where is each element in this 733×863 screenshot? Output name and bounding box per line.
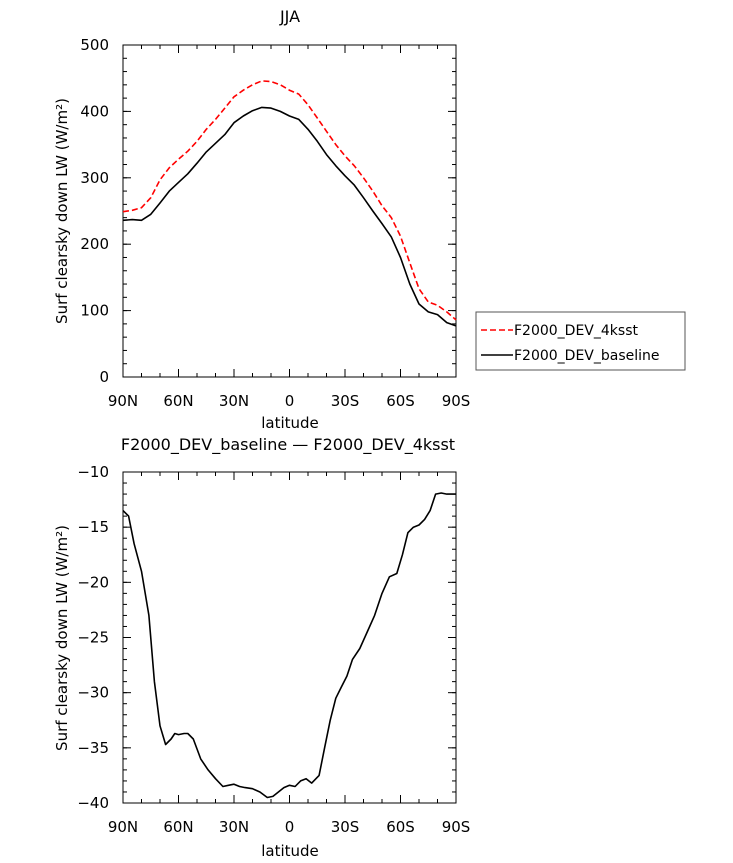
legend-label-4ksst: F2000_DEV_4ksst	[514, 323, 638, 339]
legend: F2000_DEV_4ksst F2000_DEV_baseline	[475, 311, 686, 371]
top-chart-title: JJA	[279, 7, 300, 26]
legend-label-baseline: F2000_DEV_baseline	[514, 348, 660, 364]
top-xtick-label: 60N	[163, 392, 193, 410]
top-ytick-label: 400	[80, 102, 109, 120]
bottom-ytick-label: −30	[77, 684, 109, 702]
bottom-ytick-label: −25	[77, 629, 109, 647]
top-chart-ylabel: Surf clearsky down LW (W/m²)	[53, 98, 71, 324]
top-chart-xlabel: latitude	[261, 414, 319, 432]
top-series-line-1	[122, 106, 457, 327]
bottom-chart-xlabel: latitude	[261, 842, 319, 860]
bottom-ytick-label: −20	[77, 573, 109, 591]
legend-box	[475, 311, 686, 371]
top-ytick-label: 300	[80, 169, 109, 187]
top-xtick-label: 90N	[108, 392, 138, 410]
top-xtick-label: 30S	[331, 392, 360, 410]
top-ytick-label: 500	[80, 36, 109, 54]
top-xtick-label: 0	[285, 392, 295, 410]
bottom-xtick-label: 0	[285, 818, 295, 836]
top-chart: JJA 90N 60N 30N 0 30S 60S 90S0100200300400500 …	[53, 7, 686, 432]
bottom-chart-title: F2000_DEV_baseline — F2000_DEV_4ksst	[121, 435, 455, 455]
bottom-ytick-label: −15	[77, 518, 109, 536]
top-xtick-label: 90S	[442, 392, 471, 410]
top-chart-frame	[122, 44, 457, 378]
bottom-chart: F2000_DEV_baseline — F2000_DEV_4ksst 90N…	[53, 435, 470, 860]
bottom-ytick-label: −10	[77, 463, 109, 481]
top-xtick-label: 60S	[386, 392, 415, 410]
bottom-chart-frame	[122, 471, 457, 804]
bottom-series-line-0	[122, 492, 456, 799]
bottom-xtick-label: 90N	[108, 818, 138, 836]
top-xtick-label: 30N	[219, 392, 249, 410]
bottom-ytick-label: −40	[77, 794, 109, 812]
top-series-line-0	[122, 80, 457, 321]
top-ytick-label: 0	[99, 368, 109, 386]
bottom-chart-ylabel: Surf clearsky down LW (W/m²)	[53, 525, 71, 751]
bottom-ytick-label: −35	[77, 739, 109, 757]
bottom-xtick-label: 30S	[331, 818, 360, 836]
bottom-xtick-label: 90S	[442, 818, 471, 836]
top-ytick-label: 100	[80, 302, 109, 320]
bottom-xtick-label: 30N	[219, 818, 249, 836]
bottom-xtick-label: 60S	[386, 818, 415, 836]
top-ytick-label: 200	[80, 235, 109, 253]
bottom-xtick-label: 60N	[163, 818, 193, 836]
